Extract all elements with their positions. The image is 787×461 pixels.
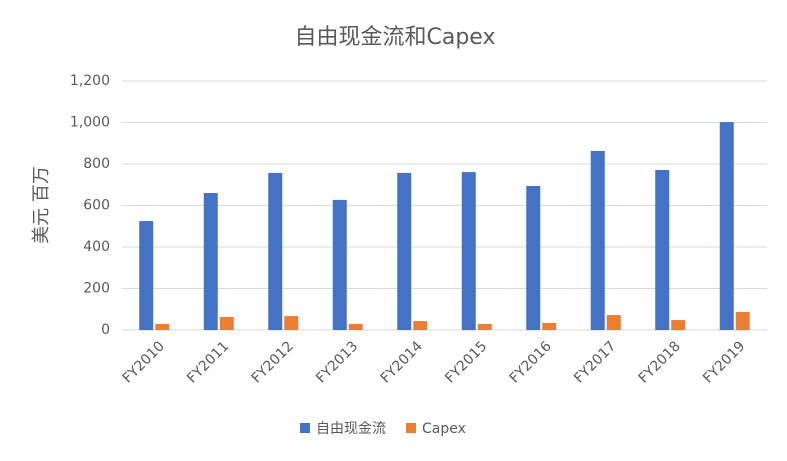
y-tick-label: 200 <box>83 281 110 297</box>
bar <box>219 316 234 330</box>
bar <box>139 221 154 330</box>
bar <box>542 322 557 330</box>
y-tick-label: 1,000 <box>70 115 110 131</box>
legend-swatch <box>300 423 310 433</box>
bar <box>284 316 299 330</box>
bar <box>735 311 750 330</box>
bar <box>155 323 170 330</box>
bar <box>606 315 621 330</box>
legend-swatch <box>406 423 416 433</box>
bar <box>526 185 541 330</box>
bar <box>461 172 476 330</box>
y-tick-label: 1,200 <box>70 73 110 89</box>
chart-title: 自由现金流和Capex <box>295 25 496 50</box>
legend-label: Capex <box>422 421 466 437</box>
bar <box>332 199 347 330</box>
bar <box>477 323 492 330</box>
bar <box>413 321 428 330</box>
bar <box>719 122 734 331</box>
bar <box>348 323 363 330</box>
y-tick-label: 400 <box>83 239 110 255</box>
legend-label: 自由现金流 <box>316 421 386 437</box>
bar <box>590 150 605 330</box>
y-tick-label: 600 <box>83 198 110 214</box>
bar <box>655 170 670 330</box>
y-tick-label: 0 <box>101 322 110 338</box>
bar <box>203 193 218 330</box>
bar <box>671 320 686 330</box>
y-axis-label: 美元 百万 <box>31 166 52 244</box>
y-tick-label: 800 <box>83 156 110 172</box>
bar <box>268 172 283 330</box>
bar <box>397 172 412 330</box>
